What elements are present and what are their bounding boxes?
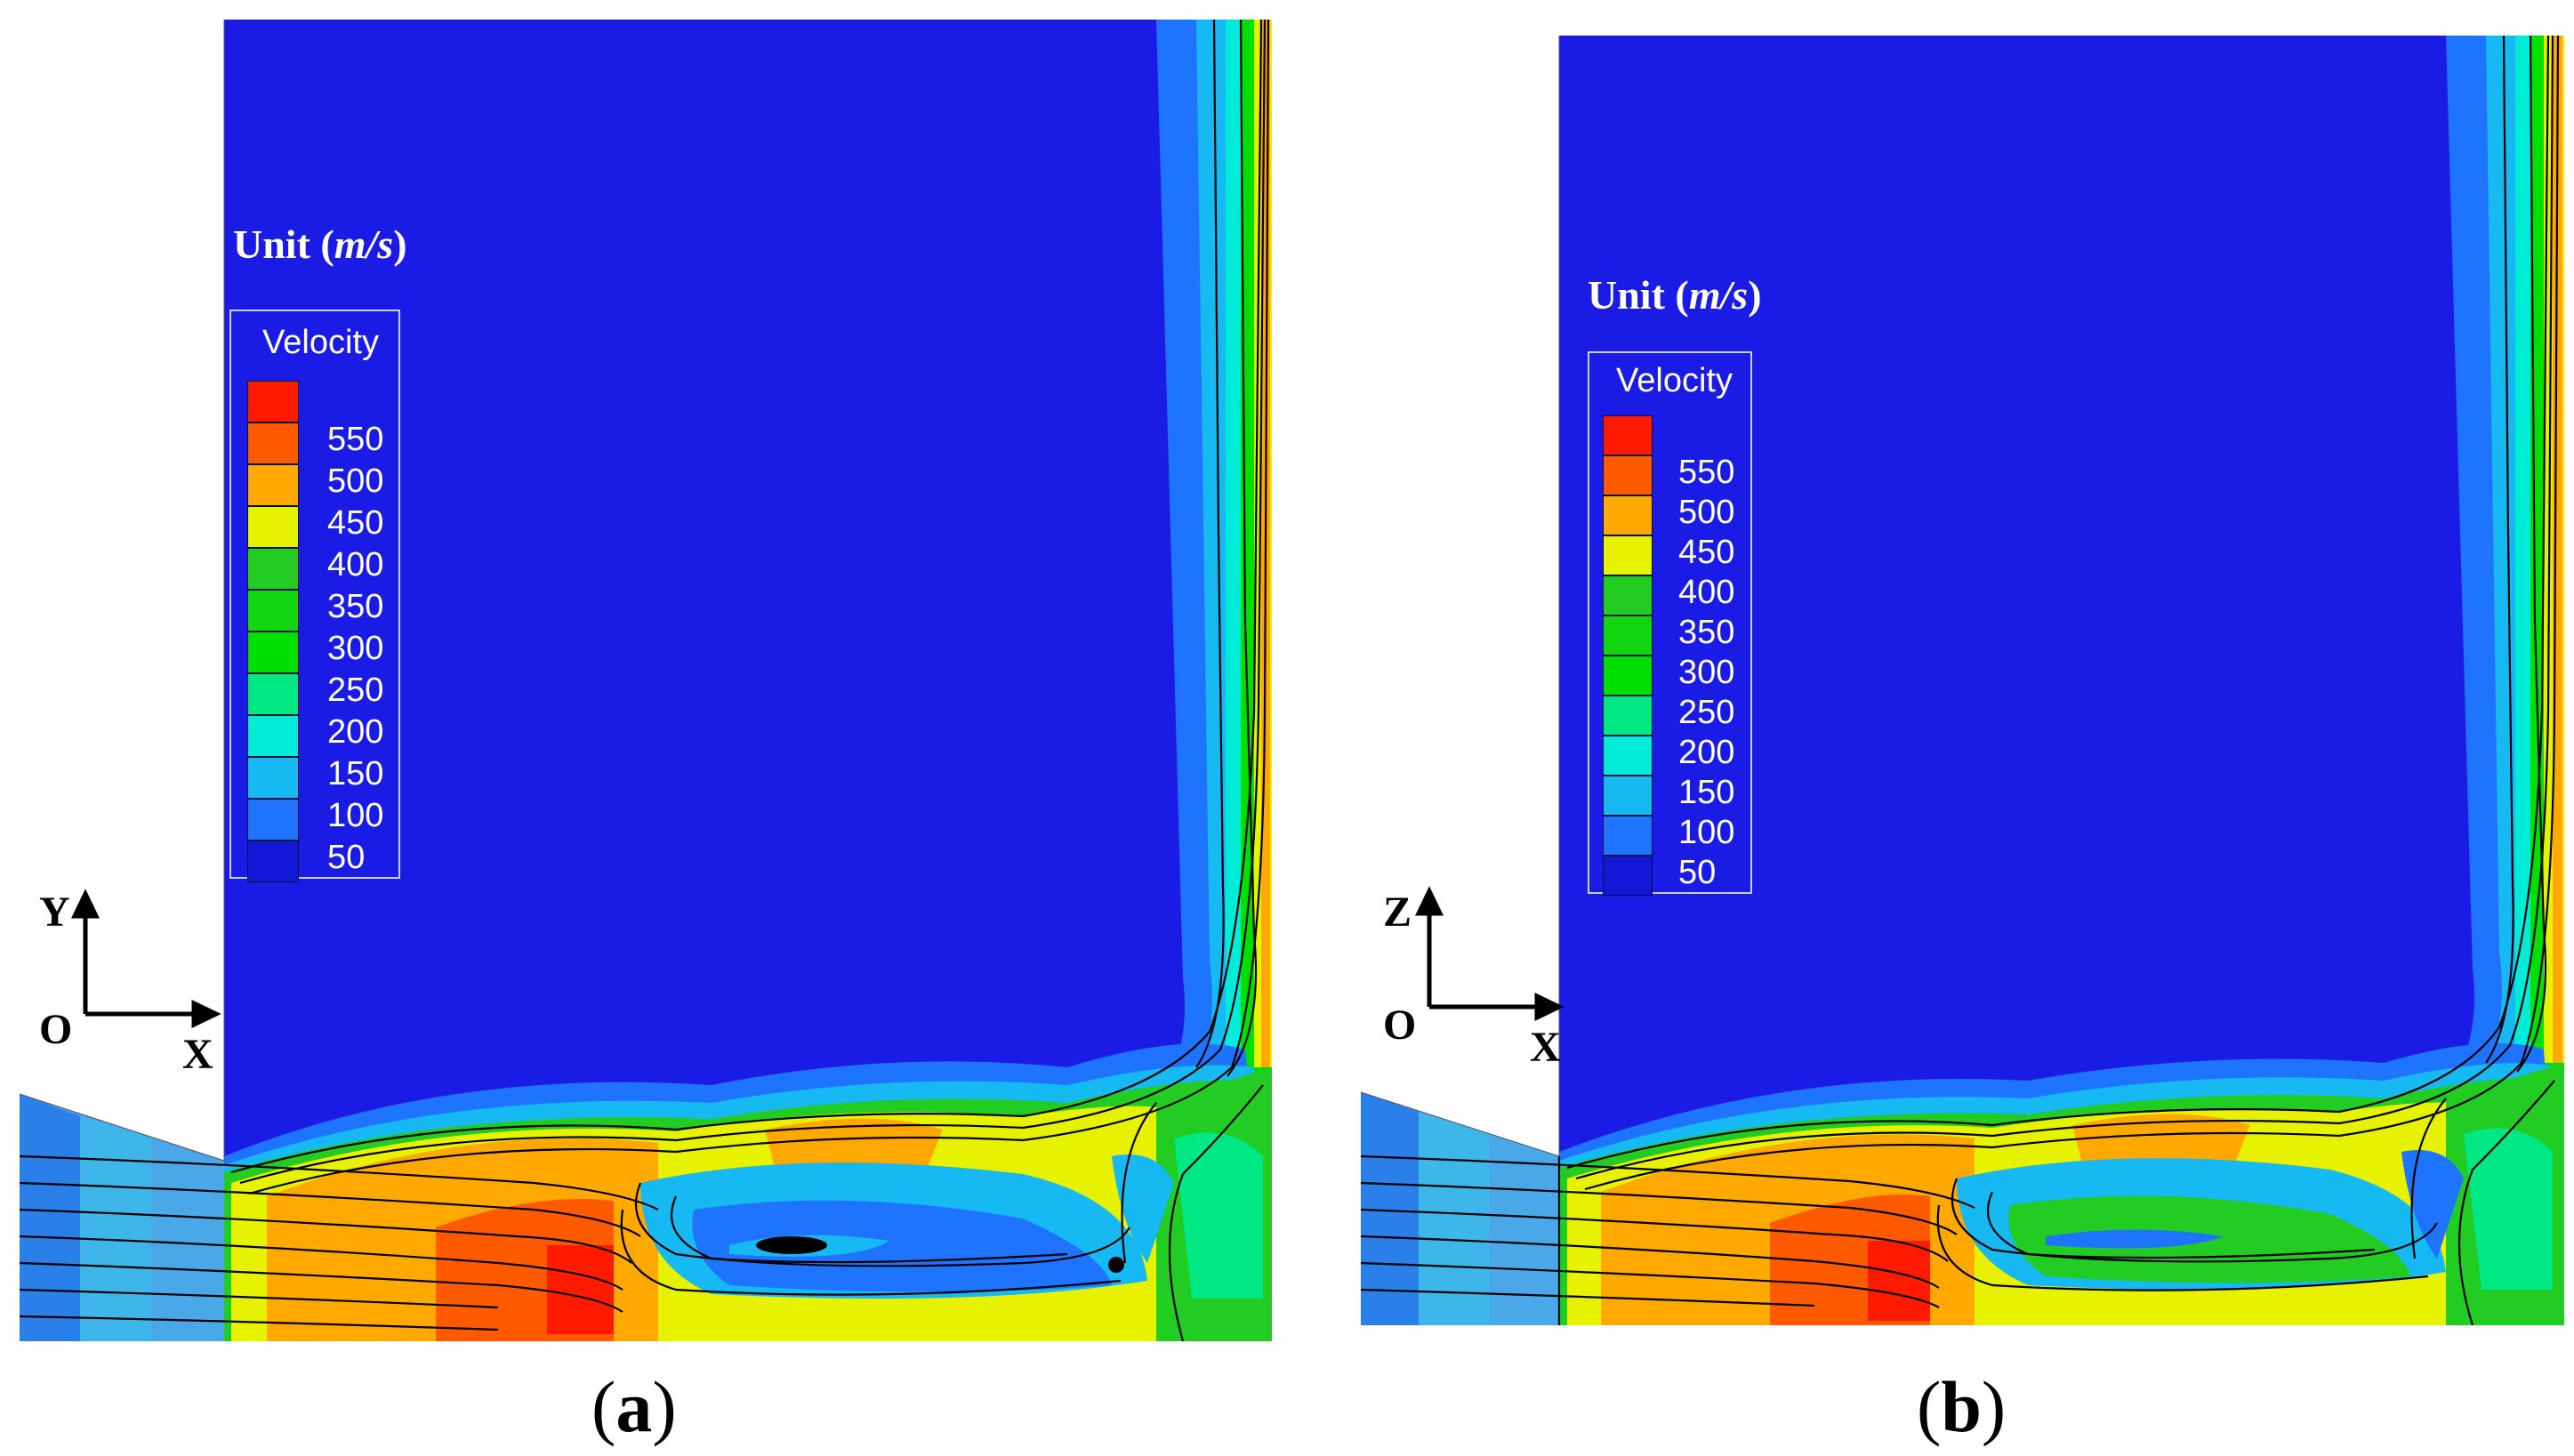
legend-label: 100	[327, 797, 384, 834]
unit-label-b: Unit (m/s)	[1588, 272, 1762, 318]
streamlines-a	[19, 19, 1270, 1342]
legend-label: 550	[327, 421, 384, 458]
legend-swatch	[247, 673, 299, 715]
axis-label-vertical-b: Z	[1383, 889, 1412, 936]
legend-label: 300	[327, 630, 384, 667]
panel-b: Z O X Unit (m/s) Velocity 550 500 450 400 35…	[1334, 0, 2574, 1456]
velocity-contour-plot-a	[19, 19, 1272, 1342]
axis-triad-a	[71, 889, 221, 1028]
legend-label: 300	[1678, 654, 1735, 691]
legend-label: 400	[1678, 574, 1735, 611]
legend-swatch	[1603, 415, 1653, 455]
legend-swatch	[1603, 656, 1653, 696]
unit-label-a: Unit (m/s)	[233, 221, 407, 267]
legend-swatch	[247, 799, 299, 841]
legend-label: 400	[327, 546, 384, 583]
legend-swatch	[1603, 696, 1653, 736]
axis-label-origin-b: O	[1383, 1002, 1417, 1049]
legend-label: 200	[1678, 734, 1735, 771]
legend-label: 450	[327, 504, 384, 542]
axis-triad-b	[1415, 886, 1565, 1021]
legend-swatch	[247, 548, 299, 590]
legend-swatch	[1603, 816, 1653, 856]
axis-label-horizontal-a: X	[182, 1031, 213, 1078]
legend-swatch	[247, 506, 299, 548]
legend-title-a: Velocity	[262, 324, 379, 361]
legend-swatch	[1603, 776, 1653, 816]
legend-swatch	[1603, 615, 1653, 656]
axis-label-origin-a: O	[39, 1006, 73, 1053]
legend-label: 200	[327, 713, 384, 751]
legend-label: 250	[1678, 694, 1735, 731]
legend-label: 500	[327, 463, 384, 500]
legend-swatch	[1603, 856, 1653, 896]
legend-swatch	[247, 464, 299, 506]
legend-label: 50	[327, 839, 366, 876]
legend-swatch	[247, 631, 299, 673]
streamlines-b	[1360, 35, 2560, 1326]
legend-b: Velocity 550 500 450 400 350 300 250 200 150 100 5…	[1588, 351, 1752, 896]
axis-label-vertical-a: Y	[39, 889, 70, 936]
legend-swatch	[247, 757, 299, 799]
caption-b: (b)	[1917, 1366, 2007, 1447]
legend-title-b: Velocity	[1616, 362, 1733, 399]
legend-label: 450	[1678, 534, 1735, 571]
legend-swatch	[247, 381, 299, 422]
panel-a: Y O X Unit (m/s) Velocity 550 500 450 400 35…	[19, 19, 1272, 1447]
legend-label: 150	[327, 755, 384, 792]
legend-label: 350	[1678, 614, 1735, 651]
legend-swatch	[247, 422, 299, 464]
legend-label: 250	[327, 672, 384, 709]
velocity-contour-plot-b	[1360, 35, 2564, 1326]
legend-swatch	[1603, 495, 1653, 535]
legend-swatch	[247, 590, 299, 631]
legend-label: 100	[1678, 814, 1735, 851]
legend-swatch	[1603, 535, 1653, 575]
axis-label-horizontal-b: X	[1530, 1024, 1561, 1071]
legend-swatch	[247, 715, 299, 757]
legend-swatch	[1603, 736, 1653, 776]
legend-swatch	[1603, 455, 1653, 495]
legend-label: 500	[1678, 494, 1735, 531]
legend-swatch	[247, 841, 299, 882]
legend-label: 50	[1678, 854, 1717, 891]
legend-label: 550	[1678, 454, 1735, 491]
legend-label: 150	[1678, 774, 1735, 811]
legend-swatch	[1603, 575, 1653, 615]
legend-label: 350	[327, 588, 384, 625]
legend-a: Velocity 550 500 450 400 350 300 250 200 150 100 5…	[229, 310, 400, 882]
caption-a: (a)	[591, 1366, 677, 1447]
